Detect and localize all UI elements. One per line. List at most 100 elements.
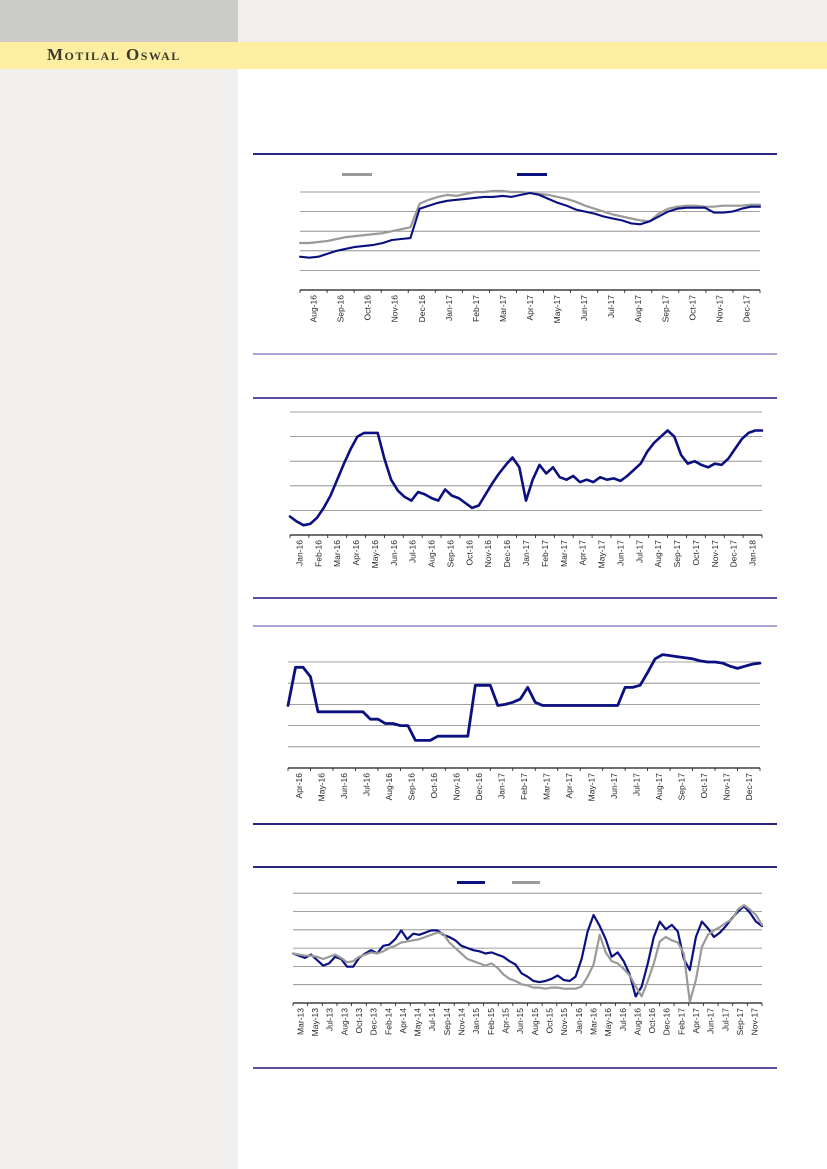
x-tick-label: Aug-17 [633,295,643,323]
x-tick-label: Oct-16 [429,773,439,799]
divider-rule [253,625,777,627]
x-tick-label: Jan-17 [444,295,454,321]
x-tick-label: Feb-17 [471,295,481,322]
x-tick-label: Jun-17 [579,295,589,321]
chart-1-series-gray [298,189,762,245]
x-tick-label: Oct-17 [691,540,701,566]
chart-4-series-navy [291,905,764,998]
x-tick-label: Jan-18 [748,540,758,566]
x-tick-label: Dec-17 [729,540,739,568]
x-tick-label: Aug-15 [530,1008,540,1036]
x-tick-label: Dec-16 [417,295,427,323]
x-tick-label: Aug-16 [309,295,319,323]
x-tick-label: Jun-17 [609,773,619,799]
x-tick-label: Jan-16 [574,1008,584,1034]
x-tick-label: May-14 [413,1008,423,1037]
x-tick-label: Oct-16 [363,295,373,321]
x-tick-label: Dec-16 [502,540,512,568]
x-tick-label: May-17 [552,295,562,324]
x-tick-label: Jul-13 [325,1008,335,1031]
x-tick-label: Jan-16 [294,540,304,566]
x-tick-label: Oct-15 [544,1008,554,1034]
x-tick-label: Aug-17 [653,540,663,568]
x-tick-label: Aug-17 [654,773,664,801]
x-tick-label: Jun-17 [706,1008,716,1034]
x-tick-label: Dec-17 [744,773,754,801]
x-tick-label: May-16 [603,1008,613,1037]
x-tick-label: Jun-15 [515,1008,525,1034]
x-tick-label: Oct-13 [354,1008,364,1034]
x-tick-label: Apr-17 [691,1008,701,1034]
x-tick-label: Aug-13 [339,1008,349,1036]
x-tick-label: Jul-16 [408,540,418,563]
x-tick-label: Sep-16 [336,295,346,323]
x-tick-label: Nov-14 [457,1008,467,1036]
x-tick-label: Dec-16 [662,1008,672,1036]
x-tick-label: Aug-16 [632,1008,642,1036]
x-tick-label: Jul-16 [362,773,372,796]
x-tick-label: Mar-16 [332,540,342,567]
x-tick-label: Apr-17 [525,295,535,321]
chart-1-svg: Aug-16 Sep-16 Oct-16 Nov-16 Dec-16 Jan-17 Feb-… [298,189,762,324]
x-tick-label: Mar-17 [559,540,569,567]
x-tick-label: Feb-15 [486,1008,496,1035]
x-tick-label: Nov-16 [483,540,493,568]
x-tick-label: Jun-16 [389,540,399,566]
x-tick-label: Jan-17 [497,773,507,799]
x-tick-label: May-17 [597,540,607,569]
x-tick-label: Sep-17 [660,295,670,323]
brand-title: Motilal Oswal [47,45,181,64]
x-tick-label: Oct-17 [699,773,709,799]
divider-rule [253,1067,777,1069]
x-tick-label: Sep-17 [672,540,682,568]
x-tick-label: Aug-16 [384,773,394,801]
x-tick-label: Sep-14 [442,1008,452,1036]
x-tick-label: Sep-16 [407,773,417,801]
x-tick-label: Apr-16 [351,540,361,566]
x-tick-label: Jul-17 [631,773,641,796]
x-tick-label: May-16 [317,773,327,802]
left-sidebar [0,69,238,1169]
divider-rule [253,353,777,355]
x-tick-label: Jul-14 [427,1008,437,1031]
x-tick-label: Nov-16 [452,773,462,801]
chart-2-canvas: Jan-16 Feb-16 Mar-16 Apr-16 May-16 Jun-16 Jul-… [253,400,777,600]
x-tick-label: Nov-16 [390,295,400,323]
header-light-strip [238,0,827,42]
chart-1-series-navy [298,191,762,259]
x-tick-label: Apr-16 [294,773,304,799]
x-tick-label: Dec-17 [741,295,751,323]
x-tick-label: Jul-17 [720,1008,730,1031]
x-tick-label: Feb-16 [313,540,323,567]
chart-3-series-navy [286,653,762,742]
x-tick-label: Sep-17 [735,1008,745,1036]
x-tick-label: Feb-14 [383,1008,393,1035]
header-gray-block [0,0,238,42]
legend-gray-swatch [512,881,540,884]
chart-1-canvas: Aug-16 Sep-16 Oct-16 Nov-16 Dec-16 Jan-17 Feb-… [253,183,777,353]
x-tick-label: Mar-16 [588,1008,598,1035]
x-tick-label: Jan-17 [521,540,531,566]
x-tick-label: Nov-15 [559,1008,569,1036]
chart-4-series-gray [291,904,764,1004]
x-tick-label: Oct-17 [687,295,697,321]
chart-4-legend [253,876,777,888]
x-tick-label: Jun-17 [615,540,625,566]
x-tick-label: Dec-13 [369,1008,379,1036]
legend-navy-swatch [457,881,485,884]
chart-4-svg: Mar-13 May-13 Jul-13 Aug-13 Oct-13 Dec-13 Feb-… [291,892,764,1037]
x-tick-label: Feb-17 [676,1008,686,1035]
x-tick-label: Jan-15 [471,1008,481,1034]
x-tick-label: Aug-16 [427,540,437,568]
x-tick-label: Jul-17 [634,540,644,563]
x-tick-label: Apr-15 [501,1008,511,1034]
chart-2-svg: Jan-16 Feb-16 Mar-16 Apr-16 May-16 Jun-16 Jul-… [288,411,764,569]
x-tick-label: Nov-17 [710,540,720,568]
x-tick-label: Oct-16 [464,540,474,566]
x-tick-label: Oct-16 [647,1008,657,1034]
divider-rule [253,397,777,399]
x-tick-label: May-13 [310,1008,320,1037]
x-tick-label: Nov-17 [721,773,731,801]
x-tick-label: May-17 [586,773,596,802]
brand-band: Motilal Oswal [0,42,827,69]
